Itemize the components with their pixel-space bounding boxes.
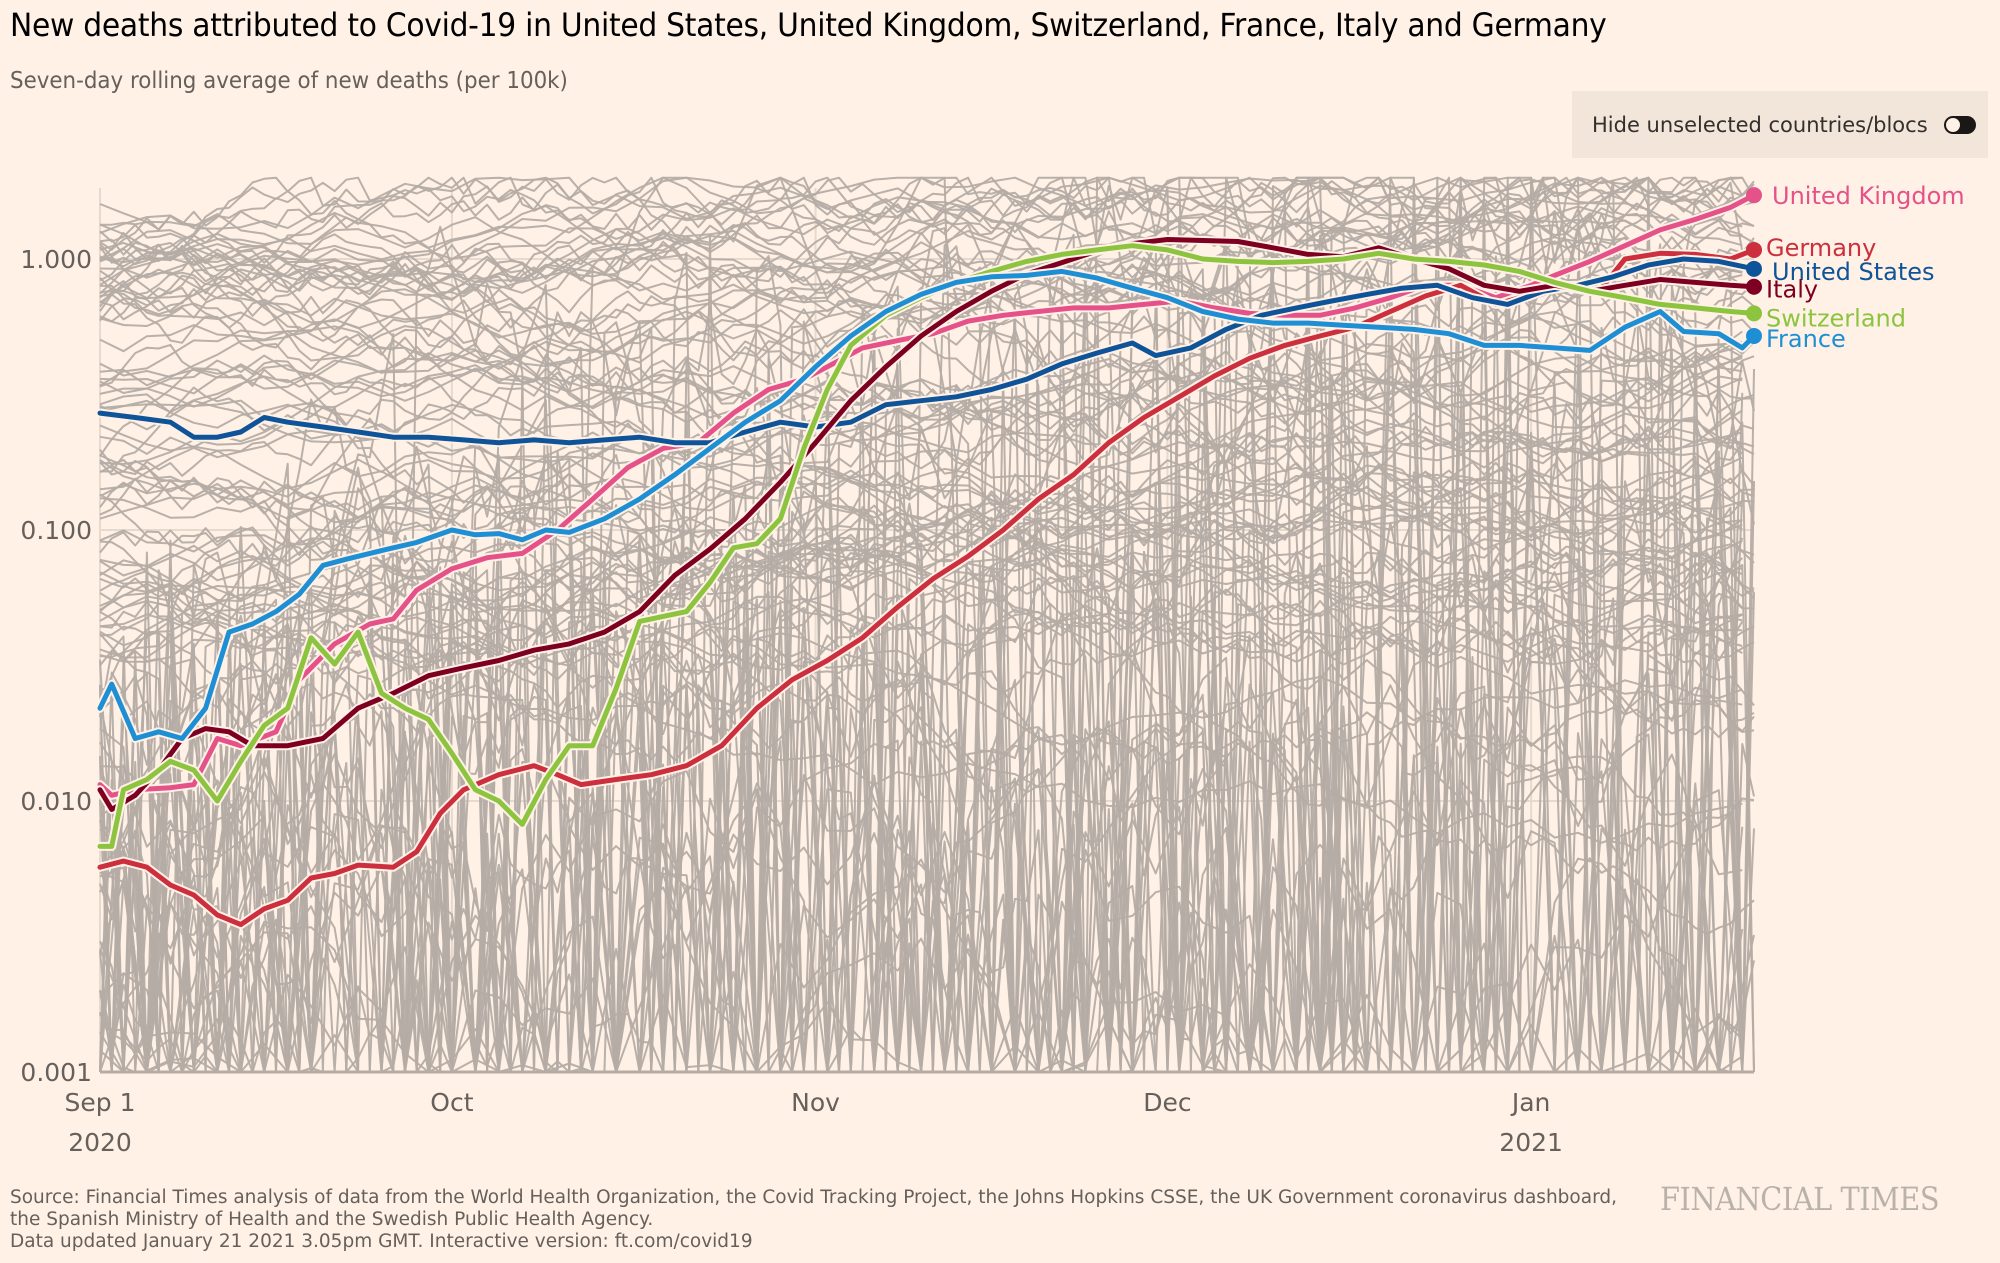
other-country-line xyxy=(99,330,1743,521)
other-country-line xyxy=(99,243,1755,593)
other-country-line xyxy=(99,204,1743,301)
other-country-line xyxy=(99,347,1755,562)
other-country-line xyxy=(99,409,1743,647)
series-label: Germany xyxy=(1766,234,1876,262)
series-line-france xyxy=(97,268,1757,741)
x-tick-label: Jan xyxy=(1510,1088,1551,1117)
chart-subtitle: Seven-day rolling average of new deaths … xyxy=(10,68,568,94)
other-country-line xyxy=(99,464,1743,659)
y-tick-label: 0.100 xyxy=(20,516,92,545)
highlighted-series xyxy=(95,190,1759,930)
other-country-line xyxy=(99,286,1755,502)
other-countries-lines xyxy=(99,176,1755,1074)
other-country-line xyxy=(99,576,1755,760)
series-label: Switzerland xyxy=(1766,304,1906,332)
x-tick-label: Oct xyxy=(430,1088,473,1117)
hide-unselected-label: Hide unselected countries/blocs xyxy=(1592,112,1928,137)
series-end-dot xyxy=(1746,187,1762,204)
other-country-line xyxy=(99,424,1743,553)
x-tick-label: Dec xyxy=(1143,1088,1191,1117)
toggle-switch[interactable] xyxy=(1943,115,1976,134)
other-country-line xyxy=(99,421,1743,628)
other-country-line xyxy=(99,825,1744,1073)
series-end-dot xyxy=(1746,278,1762,295)
y-tick-label: 0.010 xyxy=(20,787,92,816)
series-end-dot xyxy=(1746,305,1762,322)
other-country-line xyxy=(99,536,1755,739)
other-country-line xyxy=(99,203,1743,358)
y-tick-label: 0.001 xyxy=(20,1058,92,1087)
series-end-dot xyxy=(1746,260,1762,277)
other-country-line xyxy=(99,579,1744,1073)
financial-times-logo: FINANCIAL TIMES xyxy=(1660,1180,1940,1218)
hide-unselected-toggle-control[interactable]: Hide unselected countries/blocs xyxy=(1572,91,1988,158)
series-line-italy xyxy=(97,237,1757,812)
series-label: Italy xyxy=(1766,276,1818,304)
x-tick-label: Nov xyxy=(791,1088,840,1117)
series-label: France xyxy=(1766,325,1846,353)
toggle-knob-icon xyxy=(1945,117,1960,132)
other-country-line xyxy=(99,557,1743,1073)
series-line-switzerland xyxy=(97,243,1757,849)
other-country-line xyxy=(99,176,1743,1073)
other-country-line xyxy=(99,213,1743,306)
x-tick-year-label: 2021 xyxy=(1499,1128,1563,1157)
other-country-line xyxy=(99,186,1755,350)
series-label: United States xyxy=(1772,258,1935,286)
series-line-united-states xyxy=(97,256,1757,446)
x-tick-year-label: 2020 xyxy=(68,1128,132,1157)
series-label: United Kingdom xyxy=(1772,182,1965,210)
data-updated-note: Data updated January 21 2021 3.05pm GMT.… xyxy=(10,1231,753,1252)
source-note: Source: Financial Times analysis of data… xyxy=(10,1187,1617,1230)
other-country-line xyxy=(99,263,1755,599)
chart-footer: Source: Financial Times analysis of data… xyxy=(10,1187,1630,1253)
other-country-line xyxy=(99,526,1743,624)
chart-title: New deaths attributed to Covid-19 in Uni… xyxy=(10,6,1607,44)
series-line-germany xyxy=(97,247,1757,928)
series-end-dot xyxy=(1746,241,1762,258)
series-end-dot xyxy=(1746,327,1762,344)
other-country-line xyxy=(99,258,1743,1073)
other-country-line xyxy=(99,176,1755,293)
y-tick-label: 1.000 xyxy=(20,245,92,274)
other-country-line xyxy=(99,756,1743,1073)
other-country-line xyxy=(99,476,1743,622)
x-tick-label: Sep 1 xyxy=(65,1088,136,1117)
other-country-line xyxy=(99,282,1755,470)
